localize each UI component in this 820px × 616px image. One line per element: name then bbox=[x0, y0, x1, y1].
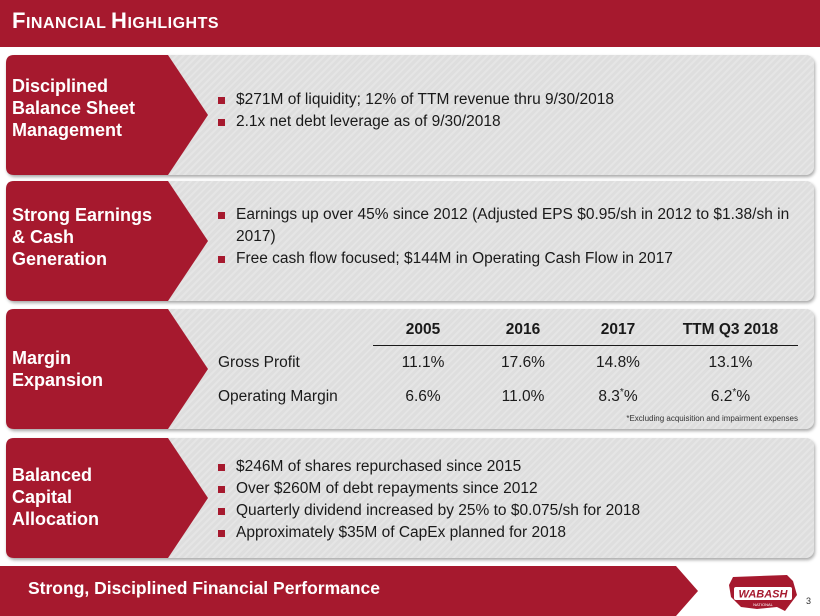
column-header: TTM Q3 2018 bbox=[663, 315, 798, 346]
row-label: Margin Expansion bbox=[12, 348, 104, 390]
table-row: Gross Profit 11.1% 17.6% 14.8% 13.1% bbox=[218, 346, 798, 381]
row-label-arrow bbox=[6, 55, 208, 175]
list-item: $246M of shares repurchased since 2015 bbox=[218, 456, 640, 478]
wabash-logo: WABASH NATIONAL bbox=[729, 575, 797, 611]
column-header: 2005 bbox=[373, 315, 473, 346]
row-earnings: Strong Earnings & Cash Generation Earnings… bbox=[6, 181, 814, 301]
page-title: FINANCIAL HIGHLIGHTS bbox=[12, 8, 220, 33]
page-number: 3 bbox=[806, 596, 812, 606]
row-label: Disciplined Balance Sheet Management bbox=[12, 76, 136, 140]
table-footnote: *Excluding acquisition and impairment ex… bbox=[626, 414, 798, 423]
bullet-list: $271M of liquidity; 12% of TTM revenue t… bbox=[218, 89, 614, 133]
list-item: Quarterly dividend increased by 25% to $… bbox=[218, 500, 640, 522]
list-item: Earnings up over 45% since 2012 (Adjuste… bbox=[218, 204, 793, 248]
row-label-arrow bbox=[6, 309, 208, 429]
row-capital-allocation: Balanced Capital Allocation $246M of share… bbox=[6, 438, 814, 558]
table-cell: 11.1% bbox=[401, 354, 445, 371]
table-cell: 13.1% bbox=[708, 354, 753, 371]
title-bar bbox=[0, 0, 820, 47]
footer-tagline: Strong, Disciplined Financial Performanc… bbox=[28, 578, 381, 598]
footer-banner bbox=[0, 566, 698, 616]
table-cell: 17.6% bbox=[501, 354, 545, 371]
list-item: $271M of liquidity; 12% of TTM revenue t… bbox=[218, 89, 614, 111]
row-label: Balanced Capital Allocation bbox=[12, 465, 100, 529]
logo-text: WABASH bbox=[739, 589, 789, 601]
table-header-row: 2005 2016 2017 TTM Q3 2018 bbox=[218, 315, 798, 346]
table-cell: 6.2*% bbox=[710, 387, 751, 406]
column-header: 2017 bbox=[573, 315, 663, 346]
list-item: Free cash flow focused; $144M in Operati… bbox=[218, 248, 793, 270]
list-item: Approximately $35M of CapEx planned for … bbox=[218, 522, 640, 544]
row-label-arrow bbox=[6, 181, 208, 301]
list-item: Over $260M of debt repayments since 2012 bbox=[218, 478, 640, 500]
row-label-arrow bbox=[6, 438, 208, 558]
table-cell: 6.6% bbox=[405, 388, 441, 405]
row-label: Strong Earnings & Cash Generation bbox=[12, 205, 153, 269]
column-header: 2016 bbox=[473, 315, 573, 346]
bullet-list: Earnings up over 45% since 2012 (Adjuste… bbox=[218, 204, 793, 270]
row-margin: Margin Expansion 2005 2016 2017 TTM Q3 20… bbox=[6, 309, 814, 429]
table-cell: 14.8% bbox=[596, 354, 640, 371]
row-header: Operating Margin bbox=[218, 388, 338, 405]
margin-table: 2005 2016 2017 TTM Q3 2018 Gross Profit … bbox=[218, 315, 798, 414]
logo-subtext: NATIONAL bbox=[753, 602, 773, 607]
bullet-list: $246M of shares repurchased since 2015 O… bbox=[218, 456, 640, 544]
table-cell: 11.0% bbox=[501, 388, 545, 405]
row-balance-sheet: Disciplined Balance Sheet Management $271M… bbox=[6, 55, 814, 175]
table-cell: 8.3*% bbox=[598, 387, 638, 406]
list-item: 2.1x net debt leverage as of 9/30/2018 bbox=[218, 111, 614, 133]
table-row: Operating Margin 6.6% 11.0% 8.3*% 6.2*% bbox=[218, 380, 798, 414]
row-header: Gross Profit bbox=[218, 353, 300, 371]
